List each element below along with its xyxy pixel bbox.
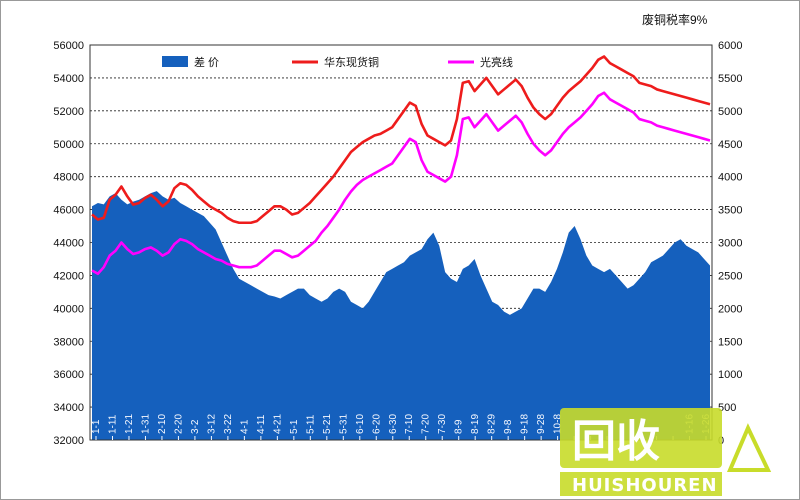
left-tick-label: 34000 <box>53 402 84 414</box>
left-tick-label: 40000 <box>53 303 84 315</box>
x-tick-label: 3-2 <box>190 419 201 434</box>
x-tick-label: 2-20 <box>173 414 184 434</box>
right-tick-label: 4000 <box>718 172 742 184</box>
legend-label: 华东现货铜 <box>324 55 379 69</box>
x-tick-label: 9-28 <box>536 414 547 434</box>
right-axis-ticks: 6000 5500 5000 4500 4000 3500 3000 2500 2000 1500… <box>718 40 742 447</box>
left-axis-ticks: 56000 54000 52000 50000 48000 46000 44000 42000… <box>53 40 84 447</box>
x-tick-label: 8-9 <box>454 419 465 434</box>
x-tick-label: 5-11 <box>305 414 316 434</box>
right-tick-label: 6000 <box>718 40 742 52</box>
legend-label: 光亮线 <box>480 55 513 69</box>
left-tick-label: 56000 <box>53 40 84 52</box>
x-tick-label: 5-31 <box>338 414 349 434</box>
x-tick-label: 6-10 <box>355 414 366 434</box>
watermark-leaf-icon <box>726 423 772 472</box>
x-tick-label: 4-1 <box>239 419 250 434</box>
x-tick-label: 1-1 <box>91 419 102 434</box>
legend-swatch <box>162 56 188 67</box>
x-tick-label: 1-21 <box>124 414 135 434</box>
spread-area <box>92 191 710 440</box>
left-tick-label: 38000 <box>53 336 84 348</box>
right-tick-label: 4500 <box>718 139 742 151</box>
right-tick-label: 1500 <box>718 336 742 348</box>
watermark-band <box>560 472 722 496</box>
x-tick-label: 1-31 <box>140 414 151 434</box>
x-tick-label: 7-30 <box>437 414 448 434</box>
x-tick-label: 6-20 <box>371 414 382 434</box>
right-tick-label: 500 <box>718 402 736 414</box>
left-tick-label: 54000 <box>53 73 84 85</box>
right-tick-label: 1000 <box>718 369 742 381</box>
right-tick-label: 5000 <box>718 106 742 118</box>
x-tick-label: 7-20 <box>421 414 432 434</box>
x-tick-label: 3-12 <box>206 414 217 434</box>
right-tick-label: 3000 <box>718 238 742 250</box>
x-tick-label: 6-30 <box>388 414 399 434</box>
watermark-logo: 回收 HUISHOUREN <box>560 408 772 496</box>
legend: 差 价 华东现货铜 光亮线 <box>162 55 513 69</box>
axes <box>89 44 713 441</box>
left-tick-label: 46000 <box>53 205 84 217</box>
left-tick-label: 32000 <box>53 435 84 447</box>
price-lines <box>91 55 711 276</box>
series-bright-wire-line <box>91 91 711 276</box>
legend-label: 差 价 <box>194 55 219 69</box>
x-tick-label: 7-10 <box>404 414 415 434</box>
x-tick-label: 4-21 <box>272 414 283 434</box>
right-tick-label: 2000 <box>718 303 742 315</box>
x-tick-label: 10-8 <box>553 414 564 434</box>
watermark-brand-cn: 回收 <box>572 416 660 467</box>
watermark-brand-en: HUISHOUREN <box>572 475 718 496</box>
left-tick-label: 36000 <box>53 369 84 381</box>
right-tick-label: 3500 <box>718 205 742 217</box>
x-tick-label: 8-29 <box>487 414 498 434</box>
left-tick-label: 42000 <box>53 270 84 282</box>
x-tick-label: 8-19 <box>470 414 481 434</box>
x-tick-label: 4-11 <box>256 414 267 434</box>
x-tick-label: 9-18 <box>520 414 531 434</box>
series-spread-area <box>92 191 710 440</box>
left-tick-label: 50000 <box>53 139 84 151</box>
x-tick-label: 5-1 <box>289 419 300 434</box>
watermark-badge <box>560 408 722 468</box>
right-tick-label: 5500 <box>718 73 742 85</box>
left-tick-label: 44000 <box>53 238 84 250</box>
x-tick-label: 2-10 <box>157 414 168 434</box>
x-tick-label: 9-8 <box>503 419 514 434</box>
left-tick-label: 48000 <box>53 172 84 184</box>
series-copper-spot-line <box>91 55 711 225</box>
plot-frame <box>89 44 713 441</box>
right-tick-label: 2500 <box>718 270 742 282</box>
left-tick-label: 52000 <box>53 106 84 118</box>
x-tick-label: 3-22 <box>223 414 234 434</box>
x-tick-label: 5-21 <box>322 414 333 434</box>
chart-title: 废铜税率9% <box>642 12 708 27</box>
x-tick-label: 1-11 <box>107 414 118 434</box>
